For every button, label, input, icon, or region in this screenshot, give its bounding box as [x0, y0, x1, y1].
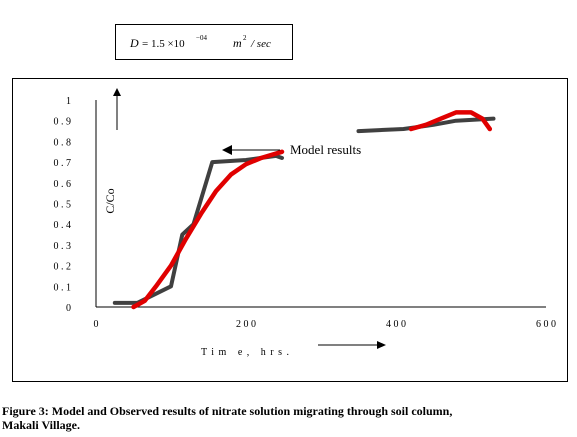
y-tick-label: 0 . 8 [54, 137, 72, 148]
equation-svg: D = 1.5 ×10 −04 m 2 / sec [129, 34, 271, 50]
plot-frame [12, 78, 568, 382]
x-tick-labels: 0 2 0 0 4 0 0 6 0 0 [94, 319, 557, 330]
y-tick-label: 0 [66, 303, 71, 314]
equation-units-exp: 2 [243, 34, 247, 42]
y-tick-label: 1 [66, 96, 71, 107]
x-axis-label: Tim e, hrs. [201, 347, 293, 358]
equation-coefficient: = 1.5 ×10 [142, 38, 185, 50]
x-tick-label: 6 0 0 [536, 319, 556, 330]
annotation-arrowhead [222, 145, 232, 155]
y-tick-labels: 0 0 . 1 0 . 2 0 . 3 0 . 4 0 . 5 0 . 6 0 . 7 0 . … [54, 96, 72, 314]
x-tick-label: 2 0 0 [236, 319, 256, 330]
caption-line-2: Makali Village. [2, 418, 80, 432]
y-tick-label: 0 . 6 [54, 179, 72, 190]
series-layer [112, 110, 496, 310]
caption-line-1: Figure 3: Model and Observed results of … [2, 404, 453, 418]
annotation-model-results: Model results [290, 142, 361, 157]
y-tick-label: 0 . 1 [54, 282, 72, 293]
y-axis-label: C/Co [103, 188, 117, 213]
x-axis-label-arrowhead [377, 341, 386, 349]
y-axis-label-arrowhead [113, 88, 121, 96]
y-tick-label: 0 . 5 [54, 200, 72, 211]
equation-units-rest: / sec [250, 38, 271, 50]
equation-exponent: −04 [196, 34, 207, 42]
y-tick-label: 0 . 9 [54, 117, 72, 128]
model-series-line-2 [408, 110, 493, 132]
model-series-line-1 [131, 149, 285, 310]
observed-series-line-2 [356, 116, 496, 134]
axes [95, 100, 546, 308]
equation-lhs: D [129, 36, 139, 50]
y-tick-label: 0 . 2 [54, 262, 72, 273]
y-tick-label: 0 . 7 [54, 158, 72, 169]
x-tick-label: 0 [94, 319, 99, 330]
equation-box: D = 1.5 ×10 −04 m 2 / sec [115, 24, 293, 60]
observed-series-line-1 [112, 153, 284, 305]
figure-caption: Figure 3: Model and Observed results of … [2, 404, 572, 432]
x-tick-label: 4 0 0 [386, 319, 406, 330]
equation-units-base: m [233, 36, 242, 50]
y-tick-label: 0 . 3 [54, 241, 72, 252]
y-tick-label: 0 . 4 [54, 220, 72, 231]
